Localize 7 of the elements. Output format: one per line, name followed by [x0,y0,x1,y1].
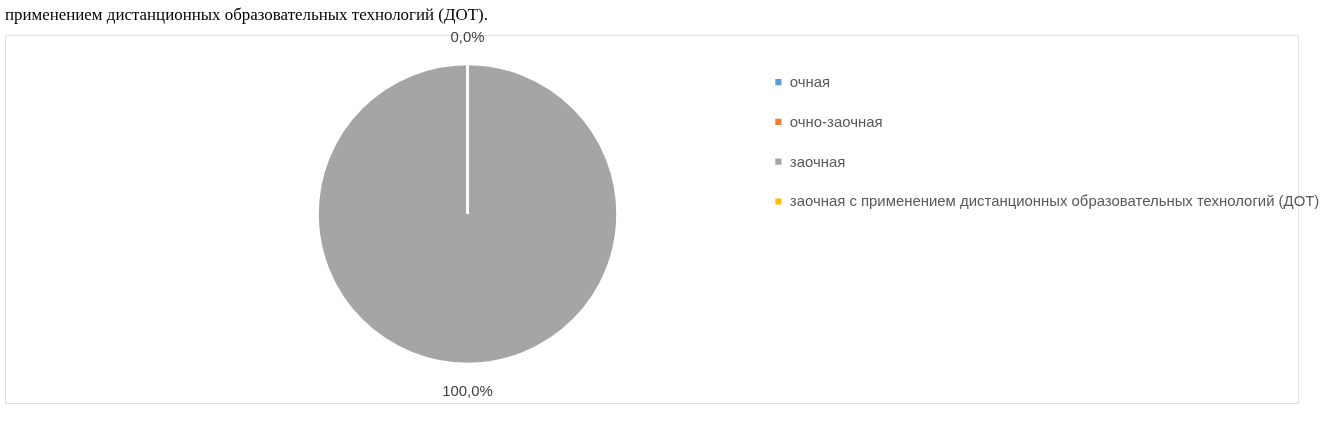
legend-label: очно-заочная [789,112,883,130]
legend-label: заочная [789,152,846,170]
data-label: 100,0% [442,381,493,399]
legend-label: заочная с применением дистанционных образовательных технологий (ДОТ) [789,192,1320,210]
text: применением дистанционных образовательных технологий (ДОТ). [4,4,488,24]
text: 0,0% [450,27,485,45]
legend-label: очная [789,73,831,91]
